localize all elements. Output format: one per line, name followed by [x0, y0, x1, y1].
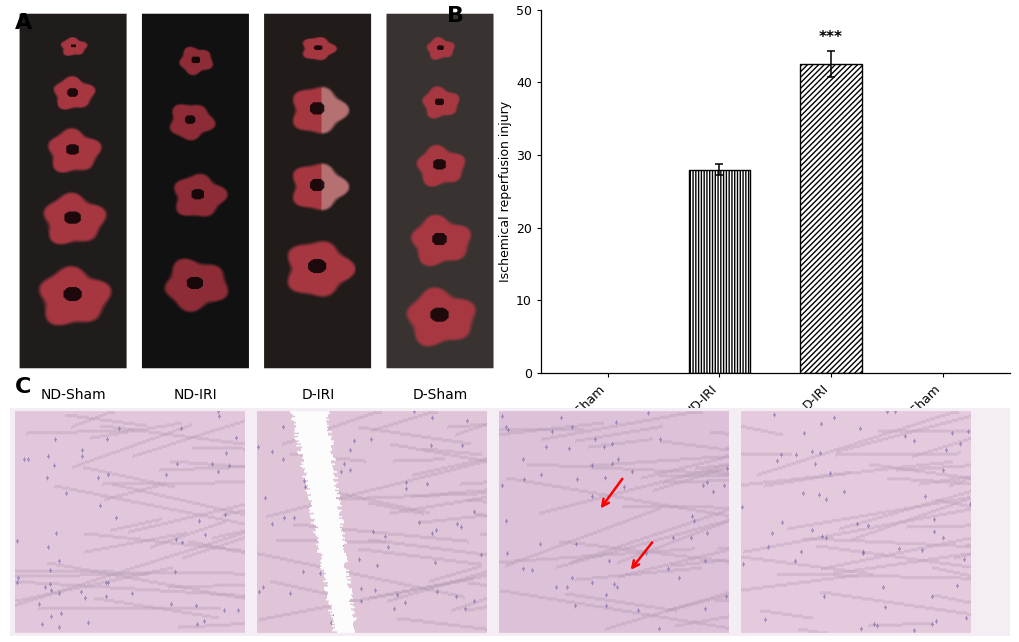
Text: C: C [15, 377, 32, 397]
Text: ND-IRI: ND-IRI [173, 388, 217, 401]
Text: D-IRI: D-IRI [301, 388, 334, 401]
Bar [800, 64, 861, 373]
Text: A: A [15, 13, 33, 33]
Text: B: B [446, 6, 464, 26]
Text: D-Sham: D-Sham [412, 388, 468, 401]
Bar [688, 169, 749, 373]
Text: ***: *** [818, 30, 843, 45]
Text: ND-Sham: ND-Sham [41, 388, 106, 401]
Y-axis label: Ischemical reperfusion injury: Ischemical reperfusion injury [498, 101, 512, 282]
